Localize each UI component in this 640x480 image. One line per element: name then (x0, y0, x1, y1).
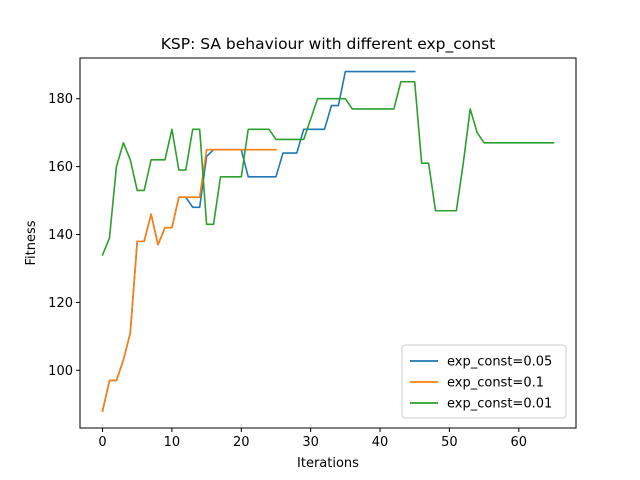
chart-title: KSP: SA behaviour with different exp_con… (161, 35, 496, 54)
y-axis-label: Fitness (24, 220, 39, 265)
series-line-2 (101, 148, 277, 412)
series-line-3 (101, 80, 555, 256)
legend-label-1: exp_const=0.05 (447, 355, 552, 370)
x-tick-label: 50 (441, 435, 458, 450)
x-tick-label: 0 (98, 435, 106, 450)
x-tick-label: 40 (372, 435, 389, 450)
x-tick-label: 60 (510, 435, 527, 450)
legend: exp_const=0.05 exp_const=0.1 exp_const=0.0… (401, 344, 567, 419)
x-axis-label: Iterations (297, 456, 359, 471)
legend-label-3: exp_const=0.01 (447, 397, 552, 412)
x-tick-label: 20 (233, 435, 250, 450)
y-axis-ticks: 100 120 140 160 180 (48, 92, 80, 379)
y-tick-label: 100 (48, 364, 73, 379)
x-axis-ticks: 0 10 20 30 40 50 60 (98, 428, 527, 450)
x-tick-label: 10 (164, 435, 181, 450)
axes-frame (79, 57, 577, 429)
x-tick-label: 30 (302, 435, 319, 450)
y-tick-label: 120 (48, 296, 73, 311)
plot-area (79, 57, 577, 429)
legend-box (401, 344, 567, 419)
y-tick-label: 140 (48, 228, 73, 243)
series-layer (101, 70, 555, 412)
y-tick-label: 180 (48, 92, 73, 107)
legend-label-2: exp_const=0.1 (447, 376, 544, 391)
y-tick-label: 160 (48, 160, 73, 175)
